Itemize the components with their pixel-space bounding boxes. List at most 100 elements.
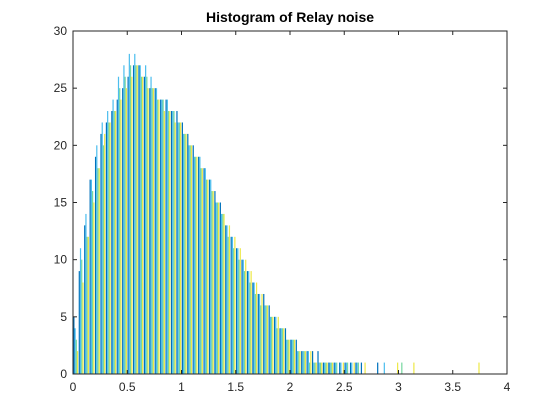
plot-area xyxy=(73,31,507,374)
x-tick-label: 4 xyxy=(504,380,511,394)
histogram-bar xyxy=(127,76,129,374)
histogram-bar xyxy=(84,225,86,374)
histogram-bar xyxy=(208,179,211,374)
histogram-bar xyxy=(302,351,304,374)
histogram-bar xyxy=(155,88,158,375)
histogram-bar xyxy=(357,362,360,374)
histogram-bar xyxy=(340,362,342,374)
histogram-bar xyxy=(212,191,214,374)
histogram-bar xyxy=(277,316,279,374)
histogram-bar xyxy=(346,362,349,374)
histogram-bar xyxy=(234,236,236,374)
histogram-bar xyxy=(265,305,267,374)
histogram-bar xyxy=(478,362,480,374)
histogram-bar xyxy=(299,351,301,374)
histogram-bar xyxy=(166,99,168,374)
histogram-bar xyxy=(187,133,189,374)
histogram-bar xyxy=(228,225,231,374)
histogram-bar xyxy=(260,305,262,374)
histogram-bar xyxy=(245,259,247,374)
histogram-bar xyxy=(288,339,290,374)
histogram-bar xyxy=(192,145,194,374)
histogram-bar xyxy=(161,99,163,374)
histogram-bar xyxy=(286,339,288,374)
histogram-bar xyxy=(364,362,366,374)
histogram-bar xyxy=(165,99,167,374)
histogram-bar xyxy=(152,88,155,375)
histogram-bar xyxy=(246,271,249,374)
histogram-bar xyxy=(349,362,352,374)
histogram-bar xyxy=(97,168,99,374)
histogram-bar xyxy=(242,259,244,374)
histogram-bar xyxy=(142,76,144,374)
x-tick-label: 1.5 xyxy=(227,380,244,394)
histogram-bar xyxy=(190,145,193,374)
histogram-bar xyxy=(306,351,308,374)
histogram-bar xyxy=(185,133,187,374)
histogram-bar xyxy=(271,316,273,374)
histogram-bar xyxy=(215,202,217,374)
histogram-bar xyxy=(172,111,174,374)
x-tick-label: 2 xyxy=(287,380,294,394)
histogram-bar xyxy=(248,271,250,374)
histogram-bar xyxy=(314,362,316,374)
x-tick-label: 3.5 xyxy=(444,380,461,394)
histogram-bar xyxy=(78,271,80,374)
histogram-bar xyxy=(122,88,124,375)
histogram-bar xyxy=(98,168,100,374)
histogram-bar xyxy=(360,362,363,374)
histogram-bar xyxy=(331,362,334,374)
histogram-bar xyxy=(125,88,127,375)
chart-title: Histogram of Relay noise xyxy=(206,9,374,25)
histogram-bar xyxy=(119,88,121,375)
histogram-bar xyxy=(333,362,335,374)
histogram-bar xyxy=(188,145,190,374)
histogram-bar xyxy=(308,362,311,374)
histogram-bar xyxy=(322,362,325,374)
histogram-bar xyxy=(169,111,171,374)
y-tick-label: 15 xyxy=(54,196,68,210)
histogram-bar xyxy=(253,282,255,374)
histogram-bar xyxy=(222,213,224,374)
y-tick-label: 5 xyxy=(60,310,67,324)
histogram-bar xyxy=(199,156,201,374)
histogram-bar xyxy=(287,339,289,374)
histogram-bar xyxy=(216,202,218,374)
histogram-bar xyxy=(201,168,203,374)
histogram-bar xyxy=(217,202,220,374)
histogram-bar xyxy=(200,168,202,374)
histogram-bar xyxy=(263,293,265,374)
histogram-bar xyxy=(219,202,221,374)
histogram-bar xyxy=(313,362,315,374)
histogram-bar xyxy=(207,179,209,374)
histogram-bar xyxy=(295,339,297,374)
histogram-bar xyxy=(211,191,213,374)
x-tick-label: 2.5 xyxy=(336,380,353,394)
histogram-bar xyxy=(292,339,294,374)
histogram-bar xyxy=(319,362,322,374)
histogram-bar xyxy=(146,76,148,374)
histogram-bar xyxy=(75,339,77,374)
histogram-bars xyxy=(73,53,480,375)
histogram-bar xyxy=(136,65,138,375)
histogram-bar xyxy=(124,76,126,374)
histogram-bar xyxy=(321,362,323,374)
histogram-bar xyxy=(250,271,252,374)
x-axis: 0 0.5 1 1.5 2 2.5 3 3.5 4 xyxy=(70,31,511,394)
histogram-bar xyxy=(90,179,92,374)
histogram-bar xyxy=(87,236,89,374)
histogram-bar xyxy=(281,328,284,374)
histogram-bar xyxy=(108,122,110,374)
histogram-bar xyxy=(231,236,234,374)
histogram-bar xyxy=(96,145,98,374)
histogram-bar xyxy=(82,282,84,374)
histogram-bar xyxy=(176,111,178,374)
histogram-bar xyxy=(129,65,132,375)
histogram-bar xyxy=(353,362,355,374)
histogram-bar xyxy=(283,328,285,374)
histogram-bar xyxy=(330,362,332,374)
histogram-bar xyxy=(94,156,97,374)
histogram-bar xyxy=(74,328,76,374)
y-tick-label: 10 xyxy=(54,253,68,267)
